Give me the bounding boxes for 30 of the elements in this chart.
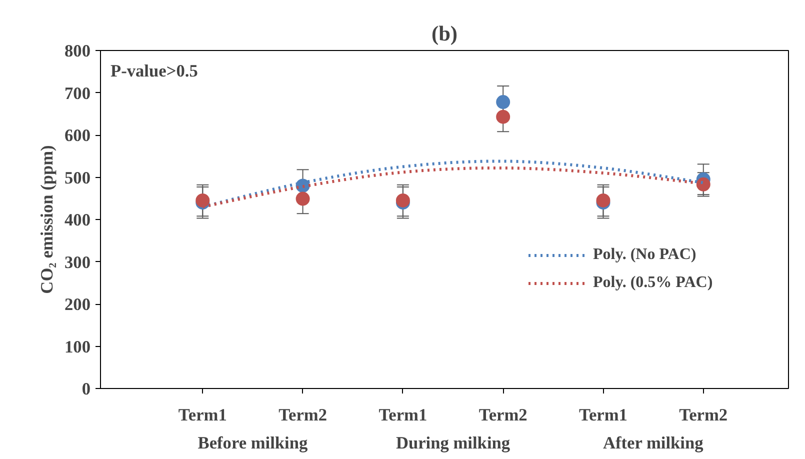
y-tick-label: 600: [64, 126, 91, 145]
text: During milking: [396, 434, 510, 452]
point: [496, 95, 510, 110]
y-tick-label: 500: [64, 168, 91, 188]
text: After milking: [603, 434, 704, 452]
x-tick-label: Term1: [178, 406, 227, 424]
text: Before milking: [198, 434, 308, 452]
y-tick-label: 100: [64, 337, 91, 356]
x-tick-label: Term2: [278, 406, 328, 424]
y-tick-label: 400: [64, 210, 91, 230]
chart-title: (b): [431, 22, 458, 46]
x-tick-label: Term2: [679, 406, 728, 424]
y-tick-label: 700: [64, 84, 91, 103]
y-axis-title: CO₂ emission (ppm): [38, 144, 57, 294]
point: [196, 194, 210, 208]
annotation: P-value>0.5: [110, 62, 198, 80]
legend-label: Poly. (No PAC): [593, 246, 696, 264]
y-tick-label: 0: [82, 380, 91, 398]
y-tick-label: 800: [64, 42, 91, 60]
point: [496, 110, 510, 124]
y-tick-label: 300: [64, 252, 91, 272]
x-tick-label: Term1: [378, 406, 428, 424]
point: [696, 177, 710, 192]
point: [596, 194, 610, 208]
x-tick-label: Term2: [478, 406, 528, 424]
y-tick-label: 200: [64, 295, 91, 314]
legend-label: Poly. (0.5% PAC): [593, 274, 713, 292]
point: [296, 192, 310, 206]
point: [396, 194, 410, 208]
x-tick-label: Term1: [579, 406, 628, 424]
